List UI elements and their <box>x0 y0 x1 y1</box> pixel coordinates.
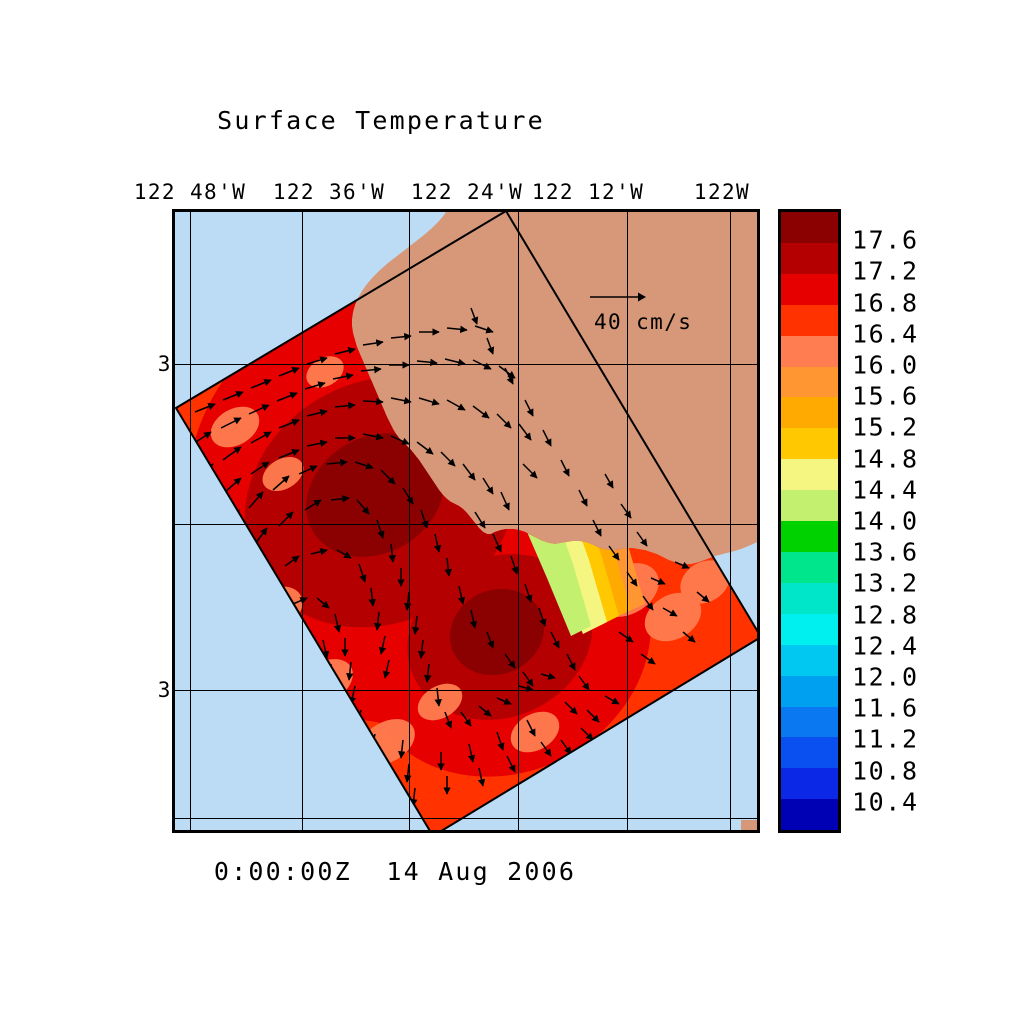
colorbar-tick: 17.2 <box>852 256 919 286</box>
colorbar-tick: 16.8 <box>852 288 919 318</box>
gridline-lon-1 <box>302 212 303 830</box>
colorbar-band <box>781 273 838 305</box>
colorbar-tick: 15.6 <box>852 381 919 411</box>
map-canvas <box>175 212 757 830</box>
colorbar-tick: 12.4 <box>852 631 919 661</box>
colorbar-tick: 16.0 <box>852 350 919 380</box>
lon-tick-label-0: 122 48'W <box>133 180 247 204</box>
colorbar-band <box>781 675 838 707</box>
gridline-lat-3 <box>175 818 757 819</box>
colorbar-tick: 12.0 <box>852 662 919 692</box>
gridline-lon-5 <box>730 212 731 830</box>
colorbar-band <box>781 521 838 552</box>
colorbar-tick: 14.8 <box>852 444 919 474</box>
colorbar-tick: 15.2 <box>852 412 919 442</box>
colorbar[interactable] <box>778 209 841 833</box>
colorbar-band <box>781 768 838 800</box>
colorbar-tick: 13.2 <box>852 568 919 598</box>
colorbar-band <box>781 304 838 336</box>
gridline-lon-2 <box>409 212 410 830</box>
colorbar-band <box>781 737 838 769</box>
lon-tick-label-4: 122W <box>693 180 751 204</box>
map-plot-area[interactable] <box>172 209 760 833</box>
gridline-lon-3 <box>518 212 519 830</box>
colorbar-tick: 16.4 <box>852 319 919 349</box>
gridline-lon-0 <box>190 212 191 830</box>
colorbar-band <box>781 582 838 614</box>
gridline-lat-1 <box>175 524 757 525</box>
colorbar-band <box>781 644 838 676</box>
vector-scale-key: 40 cm/s <box>588 290 718 334</box>
colorbar-band <box>781 490 838 522</box>
vector-scale-label: 40 cm/s <box>594 310 693 334</box>
colorbar-band <box>781 397 838 429</box>
colorbar-band <box>781 613 838 645</box>
colorbar-band <box>781 551 838 583</box>
lon-tick-label-1: 122 36'W <box>272 180 386 204</box>
colorbar-tick: 17.6 <box>852 225 919 255</box>
colorbar-band <box>781 428 838 460</box>
colorbar-band <box>781 799 838 831</box>
colorbar-band <box>781 212 838 243</box>
colorbar-tick: 14.0 <box>852 506 919 536</box>
colorbar-band <box>781 706 838 738</box>
colorbar-tick-labels: 17.6 17.2 16.8 16.4 16.0 15.6 15.2 14.8 … <box>852 209 962 833</box>
colorbar-tick: 11.6 <box>852 693 919 723</box>
colorbar-tick: 14.4 <box>852 475 919 505</box>
page-title: Surface Temperature <box>217 106 545 135</box>
colorbar-tick: 12.8 <box>852 600 919 630</box>
colorbar-band <box>781 459 838 491</box>
colorbar-band <box>781 335 838 367</box>
arrow-right-icon <box>590 292 646 302</box>
gridline-lat-2 <box>175 690 757 691</box>
timestamp-label: 0:00:00Z 14 Aug 2006 <box>213 857 577 886</box>
colorbar-band <box>781 242 838 274</box>
lon-tick-label-3: 122 12'W <box>531 180 645 204</box>
colorbar-tick: 11.2 <box>852 724 919 754</box>
lon-tick-label-2: 122 24'W <box>410 180 524 204</box>
colorbar-tick: 10.8 <box>852 756 919 786</box>
colorbar-tick: 13.6 <box>852 537 919 567</box>
colorbar-band <box>781 366 838 398</box>
gridline-lat-0 <box>175 364 757 365</box>
colorbar-tick: 10.4 <box>852 787 919 817</box>
